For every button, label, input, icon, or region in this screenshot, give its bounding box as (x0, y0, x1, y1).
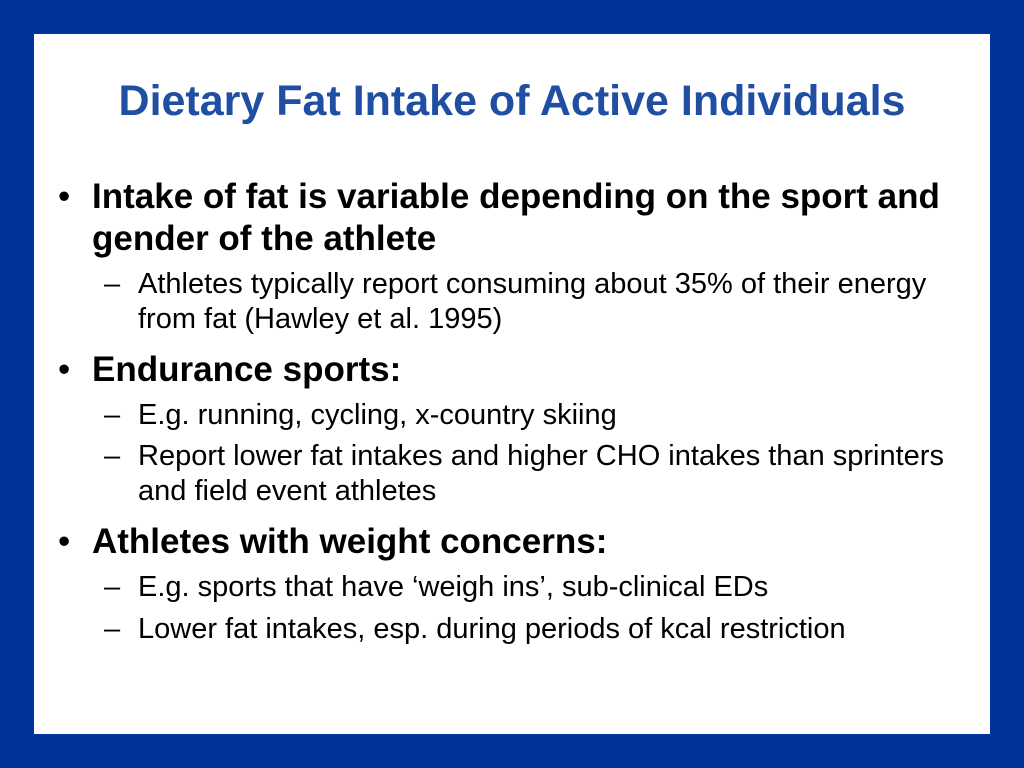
bullet-list: • Intake of fat is variable depending on… (56, 176, 976, 647)
slide-panel: Dietary Fat Intake of Active Individuals… (34, 34, 990, 734)
bullet-item-fat-intake: • Intake of fat is variable depending on… (56, 176, 976, 260)
bullet-icon: • (58, 177, 71, 216)
sub-bullet-item: – Lower fat intakes, esp. during periods… (56, 612, 976, 647)
bullet-icon: • (58, 521, 71, 561)
sub-bullet-item: – E.g. running, cycling, x-country skiin… (56, 398, 976, 433)
sub-bullet-text: Lower fat intakes, esp. during periods o… (138, 612, 846, 645)
bullet-icon: • (58, 349, 71, 389)
sub-bullet-item: – E.g. sports that have ‘weigh ins’, sub… (56, 570, 976, 605)
bullet-text: Athletes with weight concerns: (92, 521, 608, 561)
bullet-text: Endurance sports: (92, 349, 402, 389)
dash-icon: – (104, 440, 121, 473)
bullet-item-endurance: • Endurance sports: (56, 349, 976, 391)
bullet-text: Intake of fat is variable depending on t… (92, 177, 940, 258)
sub-bullet-text: E.g. running, cycling, x-country skiing (138, 398, 617, 431)
dash-icon: – (104, 268, 121, 300)
sub-bullet-text: Athletes typically report consuming abou… (138, 268, 927, 335)
dash-icon: – (104, 612, 121, 645)
slide-title: Dietary Fat Intake of Active Individuals (118, 77, 906, 125)
dash-icon: – (104, 398, 121, 431)
sub-bullet-item: – Athletes typically report consuming ab… (56, 267, 976, 337)
sub-bullet-text: Report lower fat intakes and higher CHO … (138, 440, 944, 508)
dash-icon: – (104, 570, 121, 603)
sub-bullet-text: E.g. sports that have ‘weigh ins’, sub-c… (138, 570, 769, 603)
bullet-item-weight-concerns: • Athletes with weight concerns: (56, 521, 976, 563)
sub-bullet-item: – Report lower fat intakes and higher CH… (56, 439, 976, 509)
